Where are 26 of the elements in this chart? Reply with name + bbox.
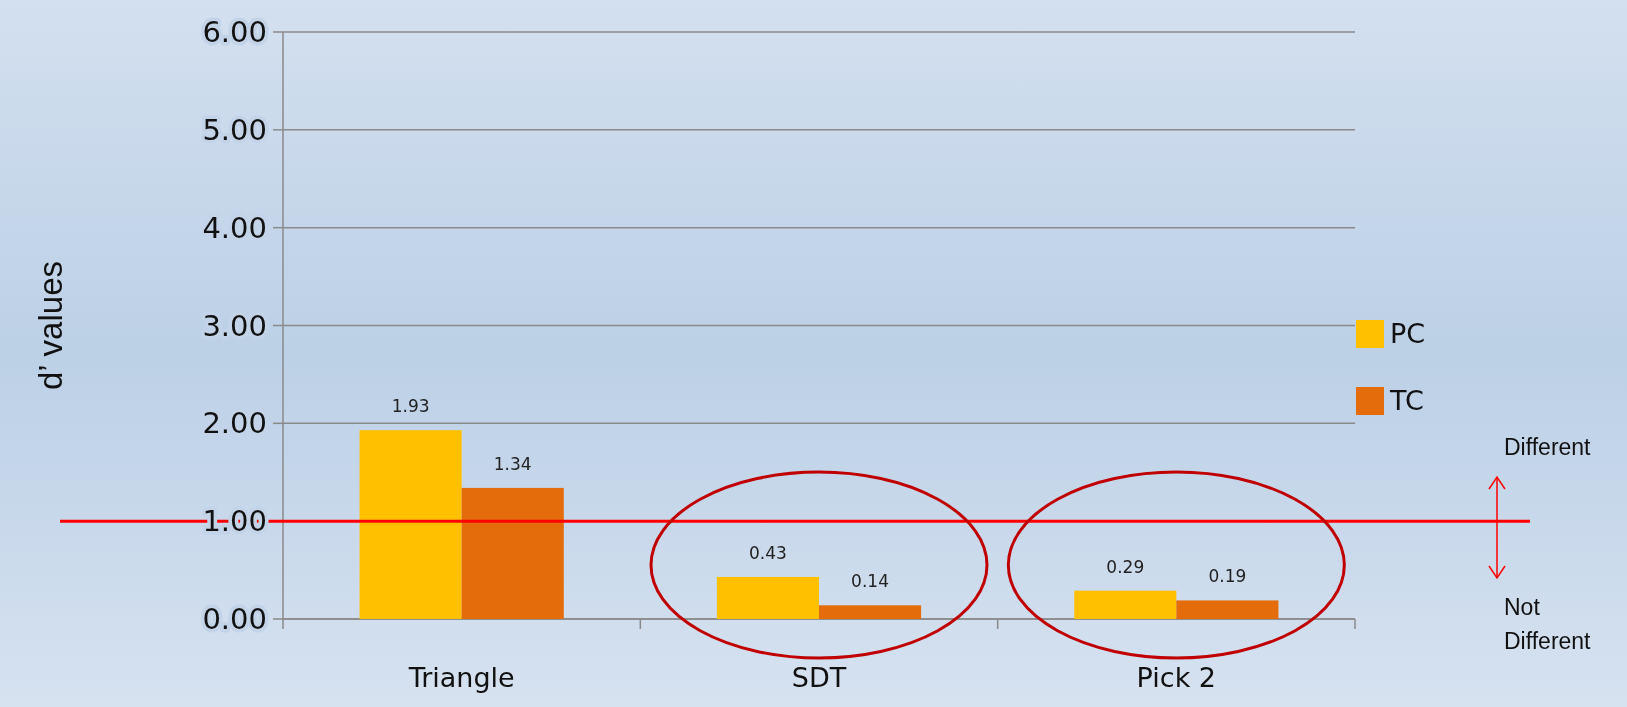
bar <box>1074 590 1177 619</box>
x-tick-label: Triangle <box>407 662 515 693</box>
bar <box>359 430 462 619</box>
text: Different <box>1504 434 1592 460</box>
bar <box>819 605 922 619</box>
data-label: 1.93 <box>391 396 430 417</box>
legend-label: PC <box>1390 318 1426 350</box>
data-label: 1.34 <box>493 453 532 474</box>
data-label: 0.14 <box>851 571 889 592</box>
x-tick-label: SDT <box>791 662 847 693</box>
data-label: 0.43 <box>749 542 787 563</box>
y-tick-label: 4.00 <box>202 210 267 245</box>
y-tick-label: 2.00 <box>202 406 267 441</box>
bar <box>716 576 819 619</box>
y-tick-label: 0.00 <box>202 602 267 637</box>
bar <box>461 487 564 619</box>
y-tick-label: 3.00 <box>202 308 267 343</box>
legend-label: TC <box>1389 385 1424 417</box>
x-tick-label: Pick 2 <box>1136 662 1217 693</box>
data-label: 0.19 <box>1208 566 1247 587</box>
y-tick-label: 5.00 <box>202 112 267 147</box>
y-tick-label: 6.00 <box>202 15 267 50</box>
y-axis-title: d’ values <box>32 260 69 391</box>
text: Not Different <box>1504 594 1592 654</box>
data-label: 0.29 <box>1106 556 1145 577</box>
bar <box>1176 600 1279 619</box>
